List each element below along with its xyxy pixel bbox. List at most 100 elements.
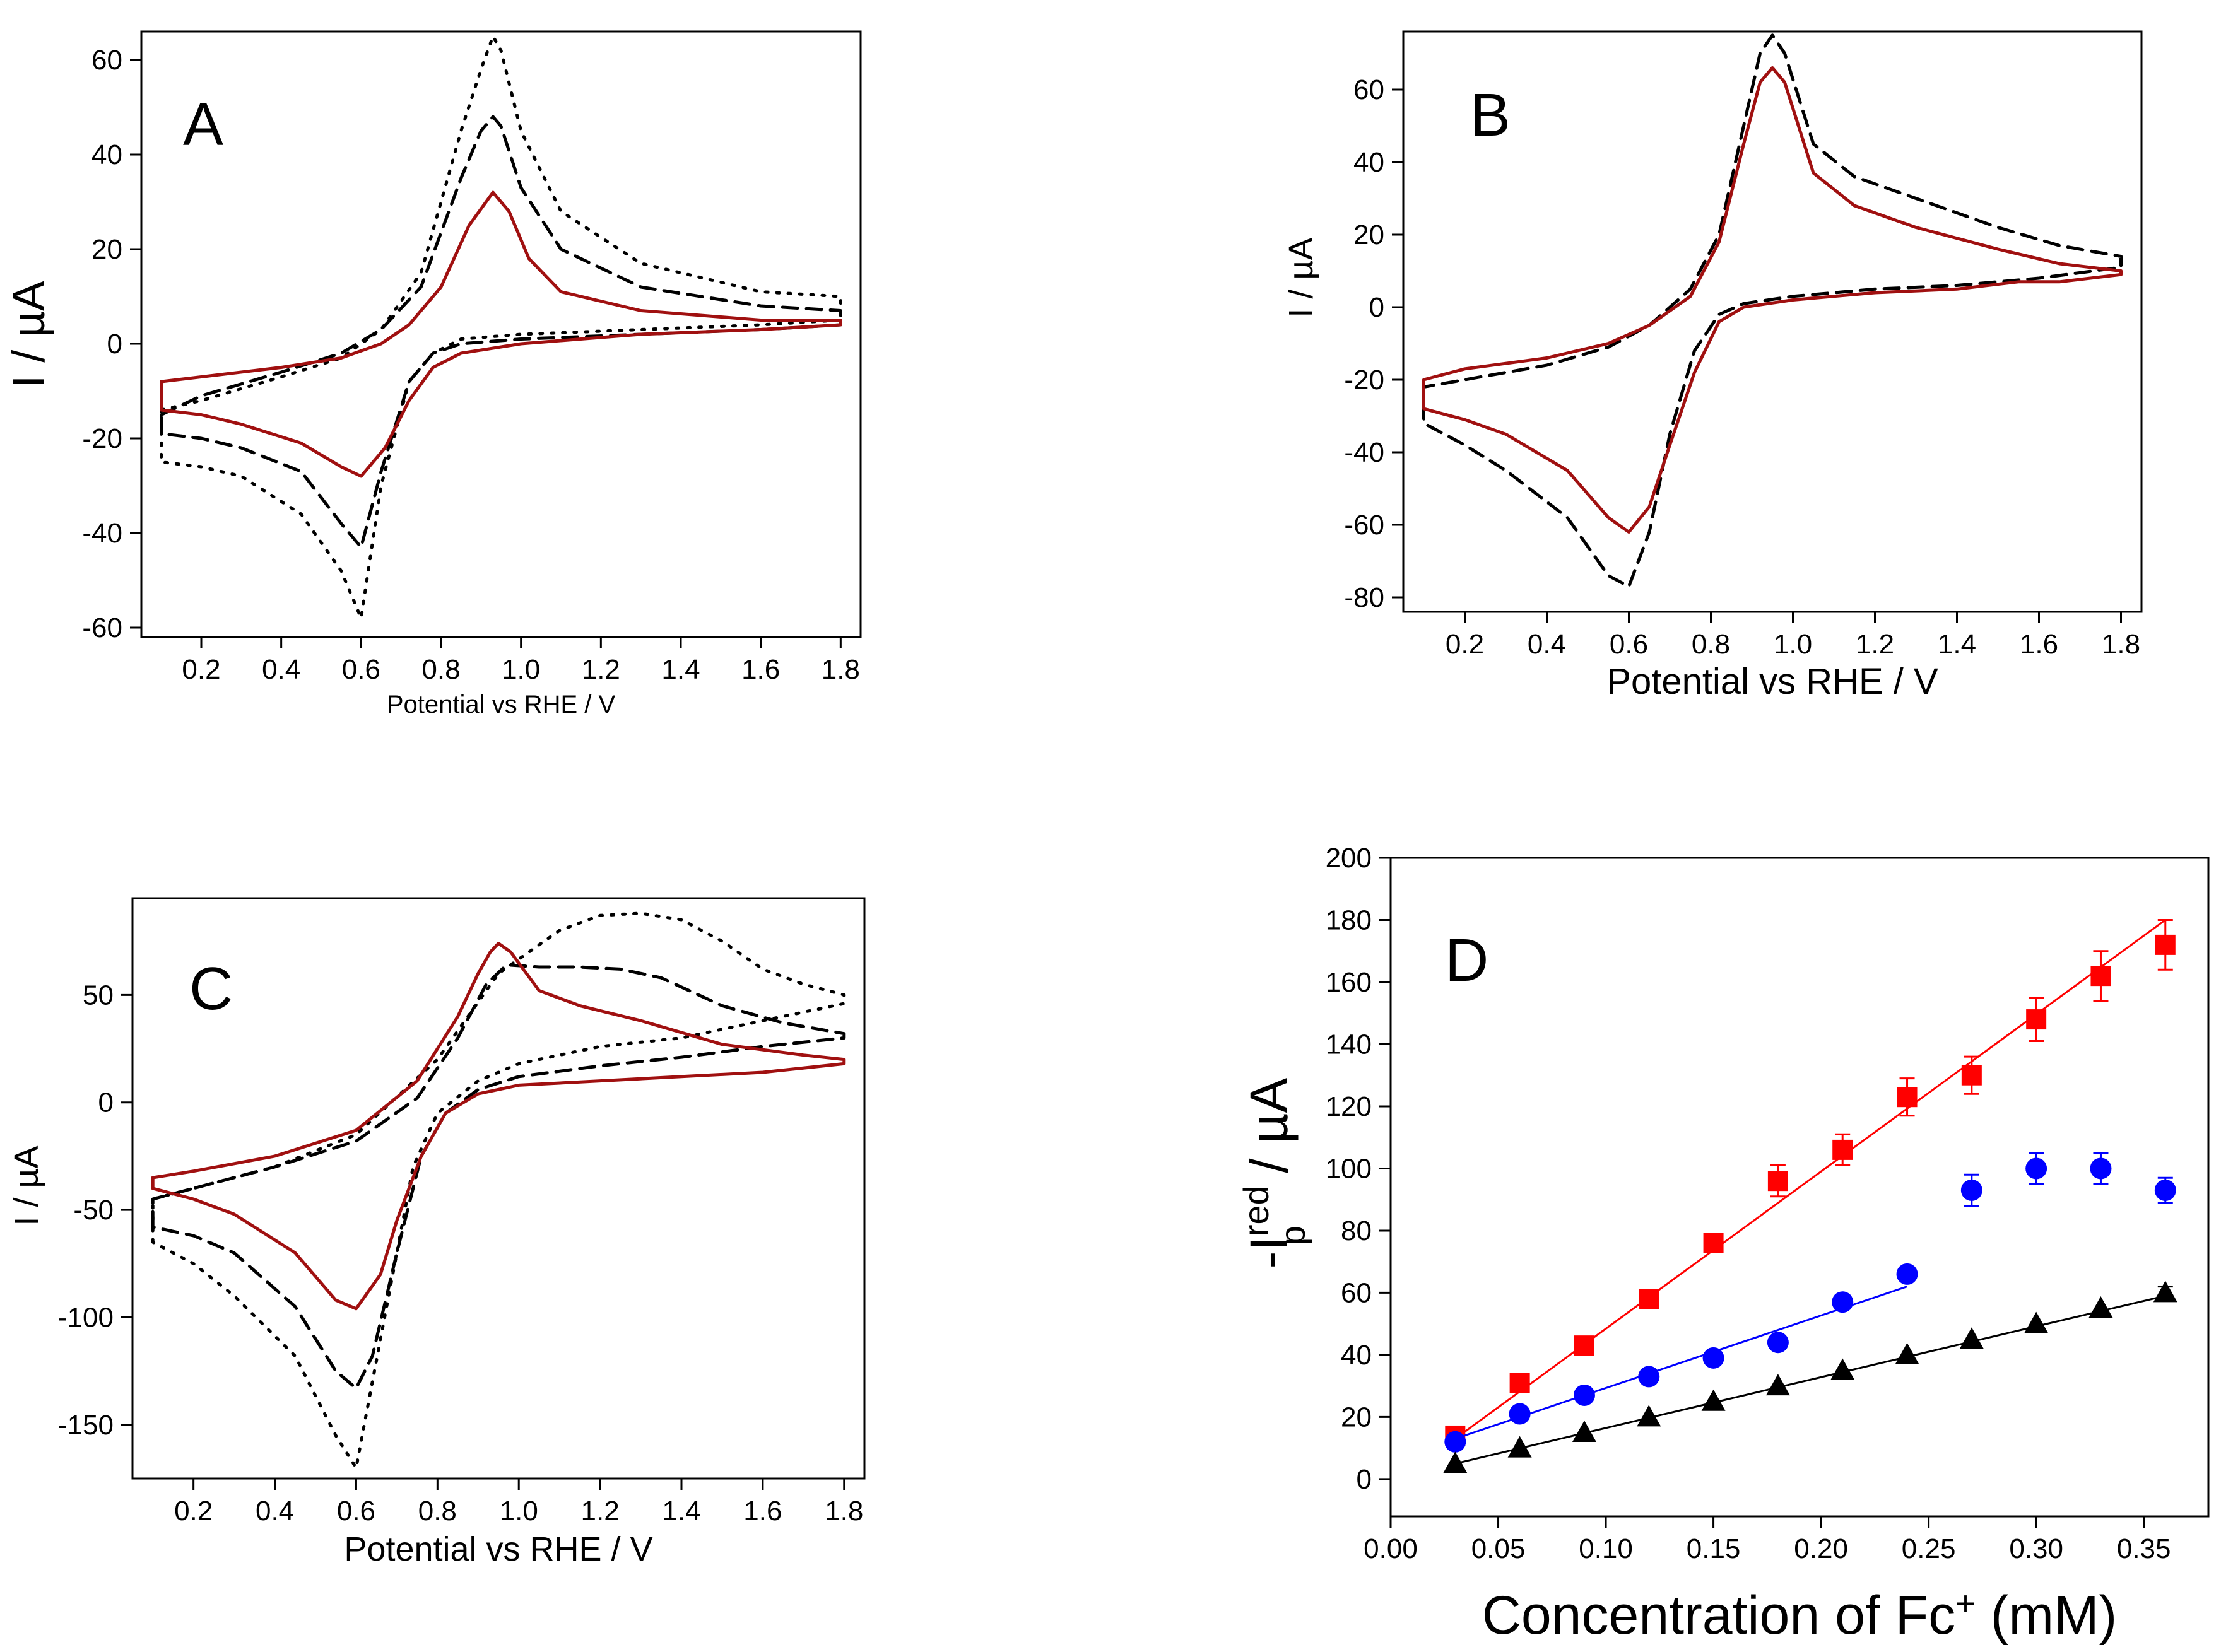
data-point-circle xyxy=(1573,1384,1595,1406)
y-tick-label-D: 140 xyxy=(1326,1029,1372,1060)
y-tick-label-A: 60 xyxy=(91,45,122,76)
x-tick-label-A: 1.6 xyxy=(741,654,780,685)
x-tick-label-B: 0.6 xyxy=(1610,629,1648,660)
y-tick-label-C: 0 xyxy=(98,1087,114,1118)
panel-b: 0.2 0.4 0.6 0.8 1.0 1.2 1.4 1.6 1.8 -80 -60 -40 -20 0… xyxy=(1282,30,2143,702)
y-tick-label-A: -40 xyxy=(82,518,122,549)
y-tick-label-D: 0 xyxy=(1357,1464,1372,1495)
cv-curve-dashed-A xyxy=(160,115,842,549)
y-tick-label-D: 80 xyxy=(1341,1216,1372,1246)
y-tick-label-A: -20 xyxy=(82,423,122,454)
x-tick-label-B: 0.8 xyxy=(1692,629,1730,660)
y-axis-label-C: I / µA xyxy=(8,1145,45,1226)
data-point-circle xyxy=(1960,1179,1982,1201)
x-tick-label-B: 1.8 xyxy=(2102,629,2140,660)
y-tick-label-D: 120 xyxy=(1326,1091,1372,1122)
panel-c: 0.2 0.4 0.6 0.8 1.0 1.2 1.4 1.6 1.8 -150 -100 -50 0 5… xyxy=(8,897,866,1568)
y-tick-label-B: 20 xyxy=(1353,220,1384,250)
x-axis-label-C: Potential vs RHE / V xyxy=(344,1530,652,1568)
y-tick-label-C: -150 xyxy=(58,1410,114,1441)
data-point-circle xyxy=(1896,1263,1918,1285)
y-tick-label-D: 60 xyxy=(1341,1277,1372,1308)
x-tick-label-A: 1.8 xyxy=(822,654,860,685)
y-tick-label-D: 20 xyxy=(1341,1402,1372,1432)
x-tick-label-A: 1.4 xyxy=(661,654,700,685)
y-tick-label-B: -80 xyxy=(1344,582,1384,613)
y-tick-label-B: 60 xyxy=(1353,74,1384,105)
y-tick-label-C: -50 xyxy=(73,1195,114,1226)
y-tick-label-C: -100 xyxy=(58,1302,114,1333)
y-tick-label-B: 0 xyxy=(1369,292,1384,323)
cv-curve-dashed-C xyxy=(151,963,846,1390)
x-tick-label-C: 0.2 xyxy=(174,1496,213,1526)
y-tick-label-A: 0 xyxy=(107,329,122,360)
x-tick-label-B: 1.2 xyxy=(1856,629,1894,660)
x-tick-label-B: 1.0 xyxy=(1774,629,1812,660)
y-tick-label-D: 180 xyxy=(1326,905,1372,935)
x-tick-label-A: 0.2 xyxy=(182,654,220,685)
plot-frame-B xyxy=(1402,30,2143,613)
data-point-square xyxy=(2155,934,2176,955)
x-axis-label-B: Potential vs RHE / V xyxy=(1606,661,1938,702)
panel-letter-A: A xyxy=(183,91,223,158)
data-point-triangle xyxy=(2153,1280,2177,1303)
data-point-square xyxy=(1767,1171,1788,1192)
x-tick-label-C: 0.6 xyxy=(337,1496,375,1526)
data-point-circle xyxy=(1509,1403,1531,1425)
x-tick-label-B: 1.6 xyxy=(2020,629,2058,660)
data-point-circle xyxy=(1767,1332,1789,1354)
x-tick-label-D: 0.05 xyxy=(1471,1533,1526,1564)
x-tick-label-A: 0.4 xyxy=(262,654,300,685)
data-point-circle xyxy=(1702,1347,1724,1369)
x-tick-label-B: 0.4 xyxy=(1528,629,1566,660)
x-tick-label-B: 0.2 xyxy=(1446,629,1484,660)
data-point-square xyxy=(2090,966,2111,987)
x-tick-label-D: 0.10 xyxy=(1579,1533,1633,1564)
y-tick-label-B: -20 xyxy=(1344,365,1384,395)
fit-line-triangle xyxy=(1454,1294,2166,1465)
fit-line-circle xyxy=(1454,1286,1908,1440)
y-tick-label-C: 50 xyxy=(83,980,114,1011)
data-point-square xyxy=(1832,1139,1853,1160)
cv-curve-dotted-C xyxy=(151,911,846,1470)
data-point-circle xyxy=(1638,1366,1660,1388)
y-tick-label-D: 160 xyxy=(1326,967,1372,998)
data-point-square xyxy=(2026,1009,2047,1030)
x-tick-label-B: 1.4 xyxy=(1938,629,1976,660)
data-point-triangle xyxy=(2088,1296,2113,1318)
data-point-triangle xyxy=(1959,1327,1984,1349)
x-tick-label-C: 1.0 xyxy=(500,1496,538,1526)
x-tick-label-C: 1.4 xyxy=(662,1496,700,1526)
panel-a: 0.2 0.4 0.6 0.8 1.0 1.2 1.4 1.6 1.8 -60 -40 -20 0 20 4… xyxy=(4,30,862,718)
data-point-triangle xyxy=(1637,1405,1661,1427)
x-tick-label-D: 0.15 xyxy=(1687,1533,1741,1564)
data-point-triangle xyxy=(1830,1358,1855,1380)
y-tick-label-B: -60 xyxy=(1344,510,1384,541)
data-point-triangle xyxy=(1443,1451,1468,1473)
x-tick-label-D: 0.30 xyxy=(2009,1533,2063,1564)
plot-frame-C xyxy=(131,897,866,1480)
y-tick-label-B: -40 xyxy=(1344,437,1384,468)
y-axis-label-D: -Iredp / µA xyxy=(1236,1078,1312,1269)
y-tick-label-D: 40 xyxy=(1341,1340,1372,1371)
x-tick-label-A: 0.8 xyxy=(421,654,460,685)
fit-line-square xyxy=(1454,919,2166,1440)
data-point-square xyxy=(1574,1335,1594,1356)
cv-curve-dashed-B xyxy=(1422,33,2123,589)
x-tick-label-D: 0.35 xyxy=(2117,1533,2171,1564)
y-tick-label-A: 20 xyxy=(91,234,122,265)
panel-letter-B: B xyxy=(1470,81,1511,149)
y-tick-label-D: 200 xyxy=(1326,843,1372,874)
x-tick-label-D: 0.00 xyxy=(1364,1533,1418,1564)
x-tick-label-C: 1.2 xyxy=(581,1496,620,1526)
panel-letter-D: D xyxy=(1445,927,1488,994)
data-point-square xyxy=(1509,1373,1530,1393)
x-tick-label-A: 1.0 xyxy=(502,654,540,685)
data-point-triangle xyxy=(1507,1436,1532,1458)
data-point-triangle xyxy=(1701,1389,1726,1411)
x-tick-label-C: 1.6 xyxy=(743,1496,782,1526)
x-tick-label-C: 0.8 xyxy=(418,1496,457,1526)
cv-curve-solid-C xyxy=(151,942,846,1311)
data-point-square xyxy=(1703,1233,1724,1253)
